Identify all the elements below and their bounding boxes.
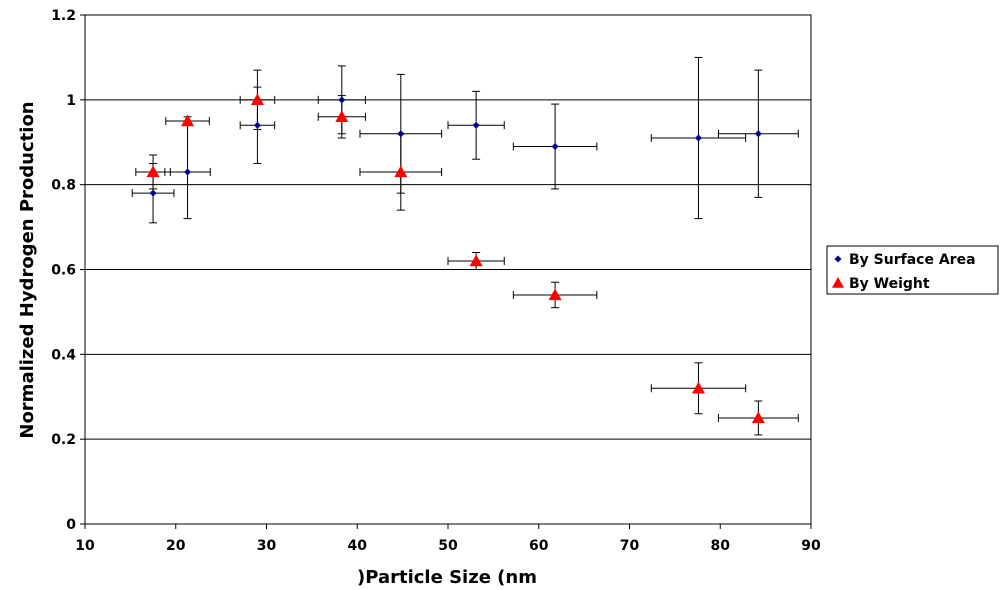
by-weight-point (335, 110, 349, 122)
x-tick-label: 60 (529, 538, 549, 554)
y-tick-label: 0.2 (51, 432, 76, 448)
by-surface-area-legend-label: By Surface Area (849, 252, 976, 268)
y-tick-label: 0 (66, 517, 76, 533)
by-surface-area-point (338, 96, 346, 104)
by-weight-legend-label: By Weight (849, 276, 930, 292)
legend: By Surface Area By Weight (826, 245, 999, 295)
y-tick-label: 1 (66, 93, 76, 109)
by-weight-legend-marker (832, 277, 844, 288)
by-weight-point (181, 114, 195, 127)
by-surface-area-point (551, 142, 559, 150)
x-tick-label: 20 (166, 538, 186, 554)
y-axis-title: Normalized Hydrogen Production (17, 101, 38, 438)
data-points (146, 93, 765, 424)
by-weight-point (394, 165, 408, 178)
by-weight-point (469, 254, 483, 267)
by-weight-point (691, 381, 705, 394)
x-axis-ticks: 10 20 30 40 50 60 70 80 90 (75, 524, 821, 554)
by-surface-area-point (694, 134, 702, 142)
by-surface-area-point (149, 189, 157, 197)
y-tick-label: 0.8 (51, 178, 76, 194)
x-tick-label: 10 (75, 538, 95, 554)
y-tick-label: 0.4 (51, 347, 76, 363)
x-tick-label: 80 (711, 538, 731, 554)
x-tick-label: 70 (620, 538, 640, 554)
by-surface-area-legend-marker (834, 255, 842, 263)
by-surface-area-point (253, 121, 261, 129)
by-surface-area-point (397, 130, 405, 138)
x-tick-label: 50 (438, 538, 458, 554)
grid-lines (85, 99, 811, 440)
y-tick-label: 0.6 (51, 263, 76, 279)
x-axis-title: )Particle Size (nm (357, 567, 537, 588)
by-weight-point (146, 165, 160, 178)
error-bars (131, 56, 799, 436)
y-axis-ticks: 0 0.2 0.4 0.6 0.8 1 1.2 (51, 8, 85, 533)
by-surface-area-point (754, 130, 762, 138)
legend-box (826, 245, 999, 295)
by-surface-area-point (184, 168, 192, 176)
y-tick-label: 1.2 (51, 8, 76, 24)
by-weight-point (751, 411, 765, 424)
by-weight-point (548, 288, 562, 301)
x-tick-label: 40 (348, 538, 368, 554)
by-weight-point (250, 93, 264, 106)
by-surface-area-point (472, 121, 480, 129)
x-tick-label: 30 (257, 538, 277, 554)
x-tick-label: 90 (801, 538, 821, 554)
